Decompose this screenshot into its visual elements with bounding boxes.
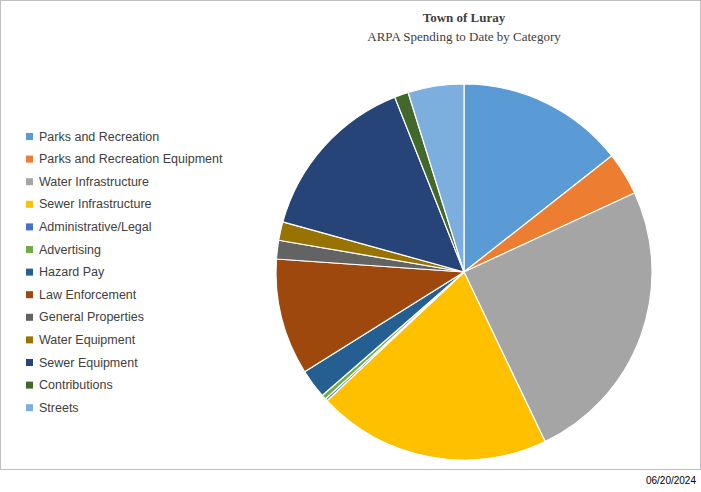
legend-label: Water Equipment bbox=[39, 333, 136, 347]
legend-swatch bbox=[26, 223, 33, 230]
legend-swatch bbox=[26, 314, 33, 321]
legend-swatch bbox=[26, 359, 33, 366]
title: Town of Luray bbox=[423, 10, 506, 25]
legend-label: Advertising bbox=[39, 243, 101, 257]
legend-swatch bbox=[26, 178, 33, 185]
legend-label: Parks and Recreation bbox=[39, 130, 159, 144]
legend-swatch bbox=[26, 156, 33, 163]
annotation: 06/20/2024 bbox=[646, 475, 696, 486]
legend-swatch bbox=[26, 269, 33, 276]
legend-label: Contributions bbox=[39, 378, 113, 392]
legend-swatch bbox=[26, 404, 33, 411]
legend-label: Law Enforcement bbox=[39, 288, 137, 302]
pie-slices bbox=[276, 84, 652, 460]
legend-label: General Properties bbox=[39, 310, 144, 324]
legend-label: Hazard Pay bbox=[39, 265, 105, 279]
pie-slice bbox=[408, 84, 464, 272]
legend: Parks and Recreation Parks and Recreation… bbox=[26, 130, 223, 415]
subtitle: ARPA Spending to Date by Category bbox=[367, 29, 561, 44]
chart-root: Town of Luray ARPA Spending to Date by Ca… bbox=[0, 0, 701, 492]
legend-label: Water Infrastructure bbox=[39, 175, 149, 189]
chart-frame bbox=[1, 1, 701, 470]
legend-swatch bbox=[26, 201, 33, 208]
legend-label: Sewer Infrastructure bbox=[39, 197, 152, 211]
legend-label: Sewer Equipment bbox=[39, 356, 138, 370]
legend-label: Administrative/Legal bbox=[39, 220, 152, 234]
legend-swatch bbox=[26, 133, 33, 140]
pie-slice bbox=[276, 259, 464, 372]
legend-swatch bbox=[26, 246, 33, 253]
legend-swatch bbox=[26, 336, 33, 343]
legend-swatch bbox=[26, 291, 33, 298]
legend-label: Parks and Recreation Equipment bbox=[39, 152, 223, 166]
legend-label: Streets bbox=[39, 401, 79, 415]
legend-swatch bbox=[26, 382, 33, 389]
